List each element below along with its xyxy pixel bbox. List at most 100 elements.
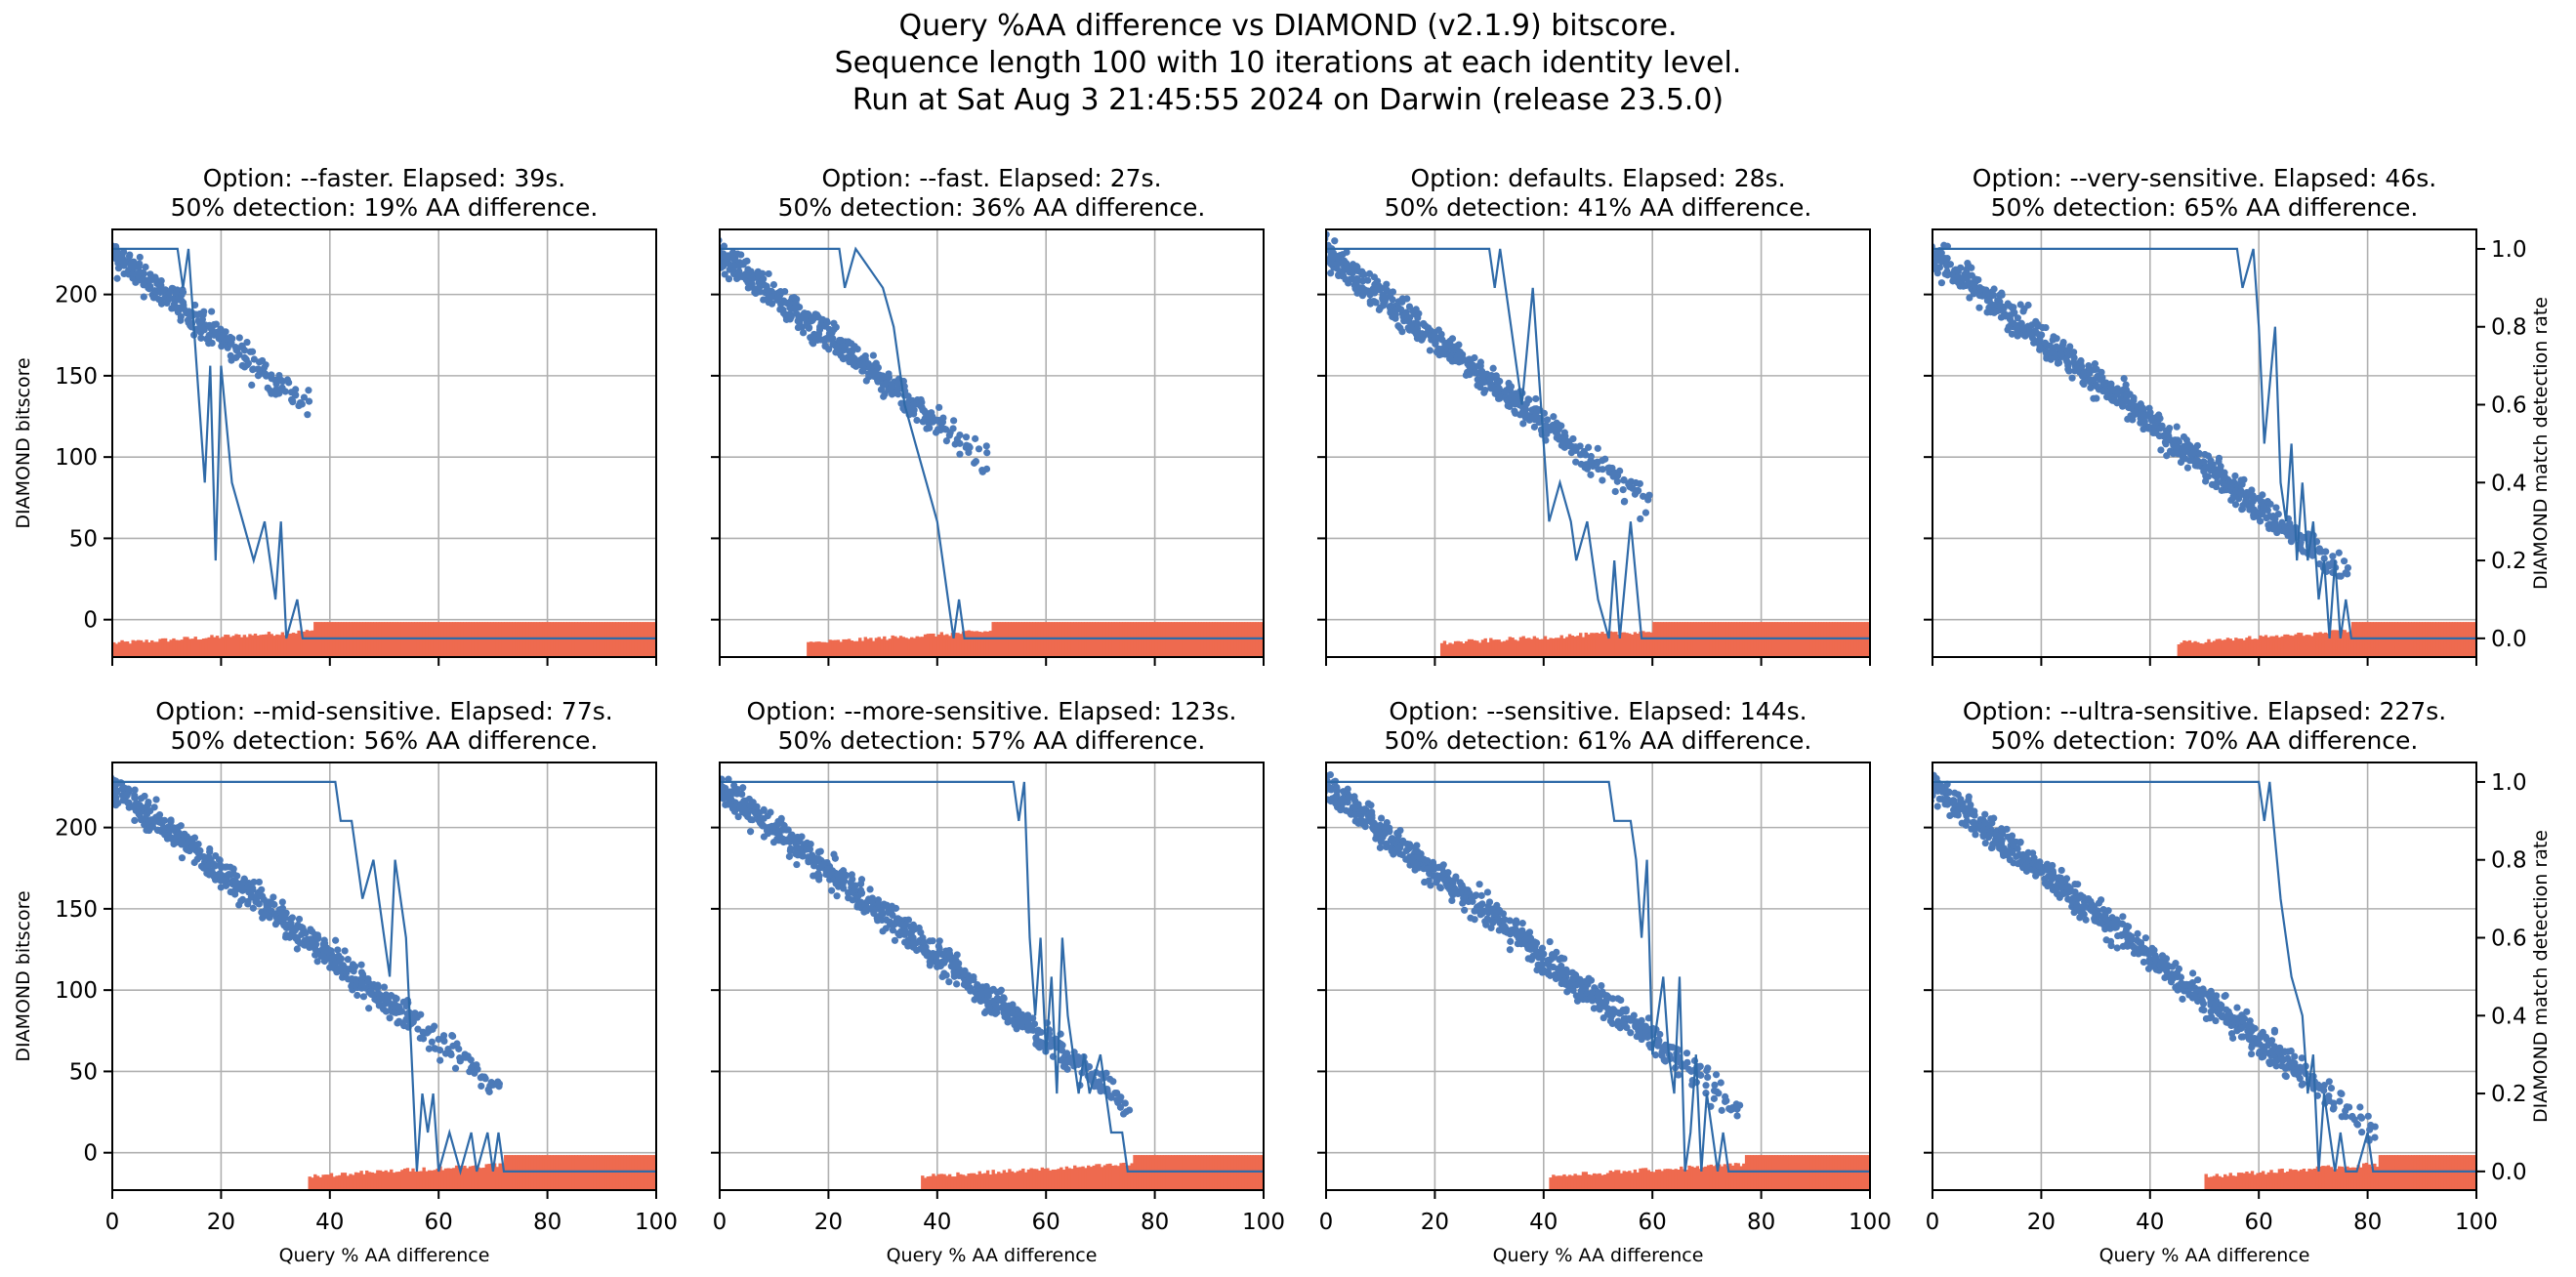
histogram-bar <box>1619 632 1624 657</box>
histogram-bar <box>1067 1168 1071 1190</box>
histogram-bar <box>536 622 540 657</box>
histogram-bar <box>332 622 336 657</box>
histogram-bar <box>1149 622 1153 657</box>
histogram-bar <box>487 1164 491 1190</box>
histogram-bar <box>446 1168 450 1190</box>
histogram-bar <box>1018 1170 1022 1190</box>
histogram-bar <box>1608 631 1613 657</box>
scatter-point <box>825 346 833 353</box>
histogram-bar <box>866 638 870 657</box>
scatter-point <box>1036 1040 1045 1048</box>
scatter-point <box>425 1045 434 1052</box>
histogram-bar <box>631 1155 636 1190</box>
histogram-bar <box>588 1155 592 1190</box>
histogram-bar <box>1258 622 1262 657</box>
histogram-bar <box>1771 622 1776 657</box>
scatter-point <box>1538 944 1547 952</box>
histogram-bar <box>885 639 890 657</box>
histogram-bar <box>1451 643 1455 657</box>
histogram-bar <box>1677 622 1681 657</box>
histogram-bar <box>332 1176 336 1190</box>
histogram-bar <box>1508 637 1512 657</box>
scatter-point <box>774 294 782 302</box>
histogram-bar <box>327 622 331 657</box>
histogram-bar <box>994 1174 998 1190</box>
scatter-point <box>720 236 723 244</box>
scatter-point <box>270 893 277 901</box>
bitscore-scatter <box>112 774 503 1095</box>
histogram-bar <box>1023 622 1028 657</box>
scatter-point <box>1489 364 1497 372</box>
scatter-point <box>2107 380 2115 388</box>
scatter-point <box>2274 510 2282 518</box>
histogram-bar <box>1687 1165 1691 1190</box>
histogram-bar <box>640 622 644 657</box>
histogram-bar <box>985 1170 990 1190</box>
histogram-bar <box>566 1155 570 1190</box>
scatter-point <box>2042 323 2050 332</box>
histogram-bar <box>411 1168 415 1190</box>
histogram-bar <box>2326 1165 2331 1190</box>
histogram-bar <box>2397 622 2401 657</box>
scatter-point <box>1594 444 1601 452</box>
histogram-bar <box>2435 622 2439 657</box>
scatter-point <box>1584 443 1593 451</box>
histogram-bar <box>1233 622 1237 657</box>
histogram-bar <box>1671 1170 1676 1190</box>
scatter-point <box>1572 458 1580 466</box>
histogram-bar <box>574 622 578 657</box>
histogram-bar <box>438 622 442 657</box>
histogram-bar <box>1138 1155 1143 1190</box>
histogram-bar <box>2248 636 2252 657</box>
histogram-bar <box>2215 638 2220 657</box>
scatter-point <box>882 916 891 924</box>
scatter-point <box>157 281 165 290</box>
scatter-point <box>1543 422 1551 431</box>
histogram-bar <box>2318 632 2322 657</box>
scatter-point <box>461 1053 469 1061</box>
scatter-point <box>272 380 280 388</box>
histogram-bar <box>1791 1155 1795 1190</box>
histogram-bar <box>224 635 228 657</box>
scatter-point <box>2091 360 2098 368</box>
histogram-bar <box>544 1155 549 1190</box>
scatter-point <box>2221 473 2228 480</box>
scatter-point <box>1697 1071 1705 1079</box>
scatter-point <box>1368 808 1376 816</box>
histogram-bar <box>1057 622 1060 657</box>
scatter-point <box>730 807 739 815</box>
histogram-bar <box>1723 1164 1726 1190</box>
scatter-point <box>1475 881 1483 888</box>
histogram-bar <box>425 1171 429 1190</box>
histogram-bar <box>2180 642 2183 657</box>
histogram-bar <box>2236 638 2241 657</box>
histogram-bar <box>2460 622 2464 657</box>
scatter-point <box>248 348 257 355</box>
scatter-point <box>1560 977 1568 985</box>
histogram-bar <box>2367 1164 2371 1190</box>
scatter-point <box>359 972 367 980</box>
scatter-point <box>1614 472 1622 479</box>
histogram-bar <box>637 622 641 657</box>
scatter-point <box>2231 472 2239 480</box>
histogram-bar <box>1008 1169 1012 1190</box>
scatter-point <box>763 282 770 290</box>
histogram-bar <box>1630 634 1635 657</box>
scatter-point <box>231 344 239 351</box>
histogram-bar <box>2451 1155 2456 1190</box>
histogram-bar <box>1584 1172 1588 1190</box>
scatter-point <box>455 1045 463 1052</box>
scatter-point <box>1413 842 1421 849</box>
scatter-point <box>2070 349 2078 356</box>
y-tick-label-right: 1.0 <box>2491 237 2527 263</box>
scatter-point <box>1426 347 1433 354</box>
scatter-point <box>1461 906 1469 914</box>
histogram-bar <box>1098 1164 1101 1190</box>
scatter-point <box>807 334 814 342</box>
subplot-title-line-2: 50% detection: 61% AA difference. <box>1385 726 1812 755</box>
scatter-point <box>834 871 842 879</box>
histogram-bar <box>1108 622 1112 657</box>
scatter-point <box>1116 1103 1125 1111</box>
scatter-point <box>888 382 896 390</box>
